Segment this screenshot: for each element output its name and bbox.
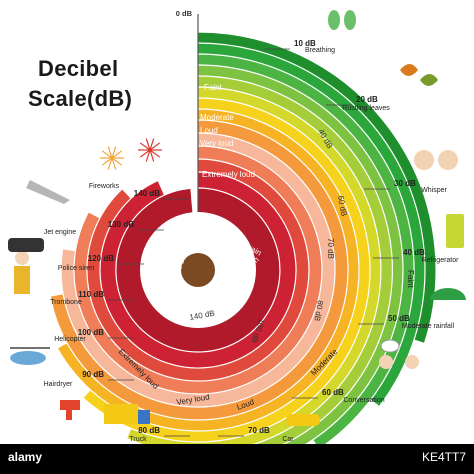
police-car-icon (8, 238, 44, 252)
source-name-9: Hairdryer (44, 381, 73, 388)
source-db-6: 60 dB (322, 388, 344, 397)
trombone-icon (15, 251, 29, 265)
fireworks-icon (111, 157, 123, 166)
zero-db-label: 0 dB (176, 9, 193, 18)
speech-bubble-icon (380, 339, 400, 353)
source-name-2: Rustling leaves (342, 105, 390, 112)
source-db-1: 10 dB (294, 39, 316, 48)
trombone-player-body-icon (14, 266, 30, 294)
source-db-9: 90 dB (82, 370, 104, 379)
band-outer-label-5: Faint (406, 270, 415, 289)
fireworks-icon (111, 157, 117, 170)
fireworks-icon (111, 146, 117, 159)
source-name-3: Whisper (421, 187, 447, 194)
truck-cab-icon (138, 410, 150, 424)
fireworks-icon (107, 157, 113, 170)
band-label-2: Moderate (200, 113, 234, 122)
leaves-icon (400, 64, 418, 76)
leaves-icon-2 (420, 74, 438, 86)
source-name-14: Fireworks (89, 183, 120, 190)
conversation-icon (379, 355, 393, 369)
fireworks-icon (149, 149, 155, 162)
source-name-4: Refrigerator (422, 257, 460, 264)
source-db-7: 70 dB (248, 426, 270, 435)
fireworks-icon (139, 142, 151, 151)
car-icon (286, 414, 320, 426)
rings-layer (49, 14, 437, 469)
lungs-icon (328, 10, 340, 30)
lungs-icon-right (344, 10, 356, 30)
source-name-13: Jet engine (44, 229, 76, 236)
ring-label-r140: 140 dB (189, 309, 216, 322)
whisper-icon (414, 150, 434, 170)
source-db-14: 140 dB (134, 189, 160, 198)
source-name-5: Moderate rainfall (402, 323, 455, 330)
source-db-8: 80 dB (138, 426, 160, 435)
footer-bar: alamy KE4TT7 (0, 444, 474, 474)
source-db-13: 130 dB (108, 220, 134, 229)
refrigerator-icon (446, 214, 464, 248)
fireworks-icon (145, 149, 151, 162)
source-db-10: 100 dB (78, 328, 104, 337)
fireworks-icon (145, 138, 151, 151)
source-name-12: Police siren (58, 265, 94, 272)
source-name-6: Conversation (343, 397, 384, 404)
fireworks-icon (149, 138, 155, 151)
fireworks-icon (149, 142, 161, 151)
band-label-3: Loud (200, 126, 218, 135)
source-db-5: 50 dB (388, 314, 410, 323)
fireworks-icon (107, 146, 113, 159)
band-label-5: Extremely loud (202, 170, 255, 179)
source-db-4: 40 dB (403, 248, 425, 257)
source-db-12: 120 dB (88, 254, 114, 263)
source-name-11: Trombone (50, 299, 82, 306)
source-name-8: Truck (129, 436, 147, 443)
helicopter-icon (10, 351, 46, 365)
source-name-7: Car (282, 436, 294, 443)
source-db-2: 20 dB (356, 95, 378, 104)
footer-brand: alamy (8, 450, 43, 464)
hairdryer-icon (60, 400, 80, 420)
ring-label-r70: 70 dB (326, 238, 335, 259)
center-dot (181, 253, 215, 287)
whisper-icon-2 (438, 150, 458, 170)
fireworks-icon (149, 149, 161, 158)
icons-layer (8, 10, 466, 426)
umbrella-icon (430, 288, 466, 300)
title-line-1: Decibel (38, 56, 119, 81)
source-db-11: 110 dB (78, 290, 104, 299)
fireworks-icon (111, 150, 123, 159)
conversation-icon-2 (405, 355, 419, 369)
source-name-10: Helicopter (54, 336, 86, 343)
jet-icon (26, 180, 70, 204)
band-label-4: Very loud (200, 139, 233, 148)
band-label-1: Faint (204, 83, 223, 92)
ring-label-r80: 80 dB (312, 300, 324, 322)
fireworks-icon (101, 150, 113, 159)
truck-icon (104, 404, 138, 424)
title-line-2: Scale(dB) (28, 86, 133, 111)
source-name-1: Breathing (305, 47, 335, 54)
fireworks-icon (101, 157, 113, 166)
fireworks-icon (139, 149, 151, 158)
footer-code: KE4TT7 (421, 450, 466, 464)
source-db-3: 30 dB (394, 179, 416, 188)
ring-label-r60: 60 dB (336, 195, 348, 217)
